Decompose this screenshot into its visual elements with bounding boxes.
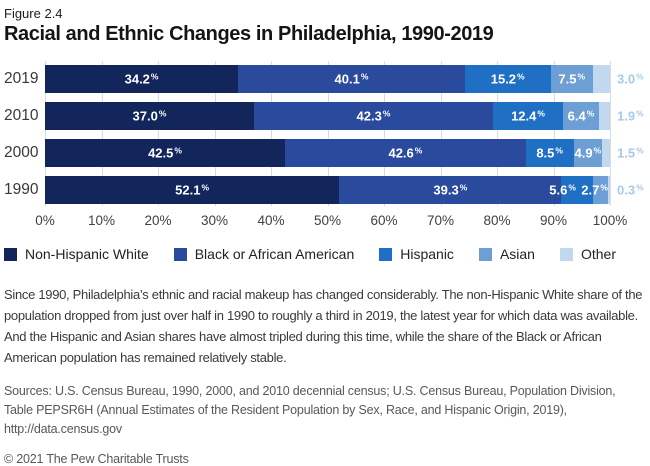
bar-value-label: 39.3% (433, 182, 468, 198)
plot-area: 2019 34.2% 40.1% 15.2% 7.5% 3.0% 2010 37.0% 42.3… (4, 61, 644, 206)
legend-swatch (4, 247, 17, 261)
axis-tick-label: 90% (539, 213, 568, 228)
legend-item: Asian (478, 246, 535, 262)
row-label: 1990 (4, 181, 39, 198)
bar-value-label: 12.4% (511, 108, 545, 124)
axis-tick-label: 0% (35, 213, 55, 228)
bar-value-label: 42.6% (388, 145, 423, 161)
bar-segment (525, 139, 574, 167)
bar-value-label: 1.9% (617, 108, 644, 124)
legend-item: Hispanic (379, 246, 454, 262)
legend-swatch (478, 247, 492, 261)
gridline (45, 61, 46, 206)
axis-tick-label: 40% (257, 213, 285, 228)
legend-item: Non-Hispanic White (4, 246, 149, 262)
bar-value-label: 40.1% (334, 71, 369, 87)
bar-segment (254, 102, 494, 130)
axis-tick-label: 70% (426, 213, 455, 228)
bar-segment (45, 65, 239, 93)
bar-value-label: 2.7% (581, 182, 608, 198)
bar-row: 2019 34.2% 40.1% 15.2% 7.5% 3.0% (4, 65, 644, 93)
axis-tick-label: 10% (87, 213, 116, 228)
bar-segment (563, 102, 600, 130)
bar-value-label: 0.3% (617, 182, 644, 198)
axis-tick-label: 60% (370, 213, 398, 228)
bar-segment (45, 176, 340, 204)
gridline (553, 61, 555, 206)
legend-label: Hispanic (400, 246, 454, 262)
gridline (271, 61, 272, 206)
legend-item: Black or African American (173, 246, 355, 262)
bar-value-label: 8.5% (536, 145, 563, 161)
bar-value-label: 15.2% (490, 71, 525, 87)
sources-note: Sources: U.S. Census Bureau, 1990, 2000,… (4, 384, 616, 436)
stacked-bar: 52.1% 39.3% 5.6% 2.7% 0.3% (45, 176, 644, 204)
bar-segment (608, 176, 610, 204)
bar-value-label: 3.0% (617, 71, 644, 87)
bar-segment (45, 102, 255, 130)
legend-swatch (173, 247, 187, 261)
legend-label: Other (580, 246, 616, 262)
gridline (327, 61, 329, 206)
bar-segment (573, 139, 602, 167)
stacked-bar-chart: 2019 34.2% 40.1% 15.2% 7.5% 3.0% 2010 37.0% 42.3… (4, 61, 644, 230)
bar-value-label: 52.1% (175, 182, 210, 198)
gridline (384, 61, 385, 206)
chart-legend: Non-Hispanic White Black or African Ameri… (4, 246, 646, 262)
bar-value-label: 4.9% (574, 145, 602, 161)
bar-segment (599, 102, 610, 130)
stacked-bar: 34.2% 40.1% 15.2% 7.5% 3.0% (45, 65, 644, 93)
page-title: Racial and Ethnic Changes in Philadelphi… (4, 23, 494, 45)
stacked-bar: 37.0% 42.3% 12.4% 6.4% 1.9% (45, 102, 644, 130)
bar-value-label: 7.5% (558, 71, 585, 87)
bar-segment (561, 176, 594, 204)
stacked-bar: 42.5% 42.6% 8.5% 4.9% 1.5% (45, 139, 644, 167)
gridline (610, 61, 611, 206)
bar-segment (464, 65, 551, 93)
bar-segment (45, 139, 286, 167)
bar-segment (550, 65, 594, 93)
bar-value-label: 6.4% (567, 108, 595, 124)
x-axis: 0% 10% 20% 30% 40% 50% 60% 70% 80% 90% 100% (35, 213, 627, 230)
legend-label: Black or African American (194, 246, 355, 262)
axis-tick-label: 30% (200, 213, 229, 228)
row-label: 2000 (4, 144, 39, 161)
legend-label: Non-Hispanic White (25, 246, 149, 262)
gridline (497, 61, 498, 206)
bar-segment (493, 102, 564, 130)
bar-value-label: 5.6% (549, 182, 576, 198)
legend-swatch (379, 247, 393, 261)
bar-segment (593, 65, 610, 93)
bar-segment (339, 176, 562, 204)
bar-segment (238, 65, 465, 93)
row-label: 2019 (4, 70, 39, 87)
bar-segment (601, 139, 610, 167)
axis-tick-label: 100% (592, 213, 628, 228)
bar-value-label: 1.5% (617, 145, 644, 161)
bar-value-label: 34.2% (124, 71, 159, 87)
figure-description: Since 1990, Philadelphia’s ethnic and ra… (4, 287, 643, 365)
gridline (214, 61, 216, 206)
bar-value-label: 42.5% (148, 145, 182, 161)
bar-row: 2010 37.0% 42.3% 12.4% 6.4% 1.9% (4, 102, 644, 130)
bar-value-label: 42.3% (356, 108, 391, 124)
copyright-note: © 2021 The Pew Charitable Trusts (4, 451, 189, 466)
axis-tick-label: 50% (313, 213, 342, 228)
gridline (158, 61, 159, 206)
bar-segment (285, 139, 526, 167)
bar-value-label: 37.0% (132, 108, 167, 124)
bar-row: 2000 42.5% 42.6% 8.5% 4.9% 1.5% (4, 139, 644, 167)
legend-item: Other (559, 246, 616, 262)
gridline (101, 61, 103, 206)
axis-tick-label: 20% (144, 213, 172, 228)
gridline (440, 61, 442, 206)
legend-swatch (559, 247, 573, 261)
legend-label: Asian (499, 246, 535, 262)
axis-tick-label: 80% (483, 213, 511, 228)
row-label: 2010 (4, 107, 39, 124)
bar-segment (593, 176, 609, 204)
figure-label: Figure 2.4 (4, 6, 63, 21)
bar-row: 1990 52.1% 39.3% 5.6% 2.7% 0.3% (4, 176, 644, 204)
